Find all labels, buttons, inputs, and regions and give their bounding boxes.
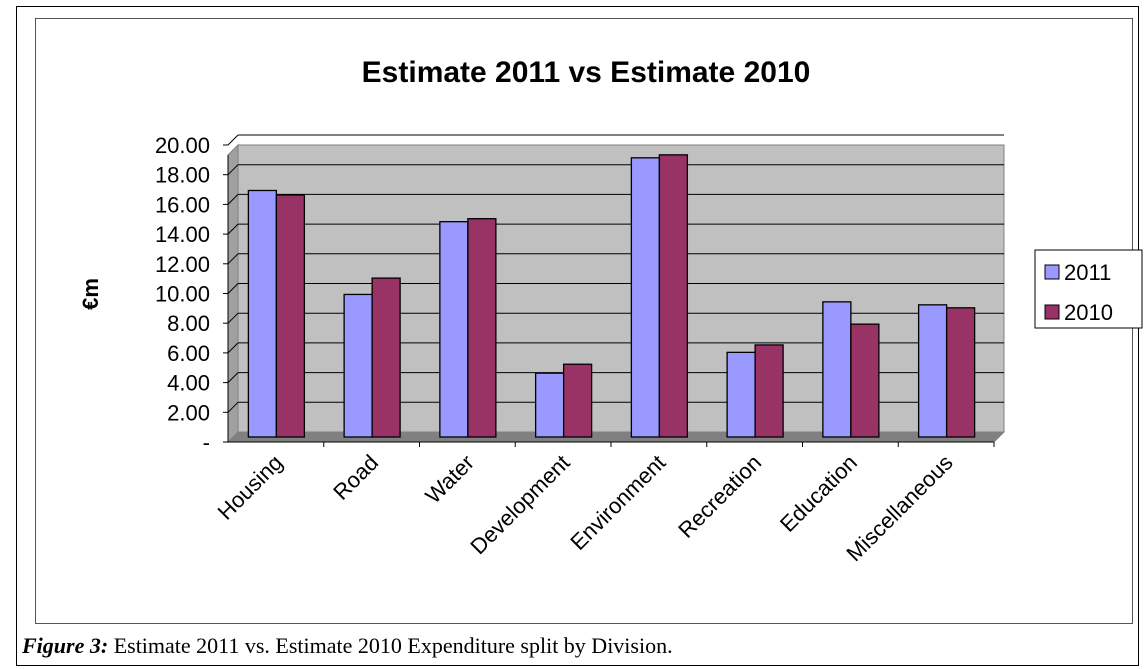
legend-label-2010: 2010 [1064, 300, 1113, 325]
caption-text: Estimate 2011 vs. Estimate 2010 Expendit… [113, 633, 673, 658]
gridline-diagonal [227, 283, 239, 294]
x-tick-label: Road [328, 450, 383, 505]
y-tick-label: 20.00 [155, 133, 210, 158]
gridline-diagonal [227, 164, 239, 176]
legend-swatch-2010 [1044, 304, 1060, 320]
bar-2010-housing [275, 194, 306, 438]
bar-2011-development [534, 372, 565, 438]
x-tick-label: Development [465, 450, 574, 559]
bar-2011-water [439, 221, 469, 438]
y-tick-label: 10.00 [155, 282, 210, 307]
x-tick-label: Housing [213, 450, 288, 525]
gridline-diagonal [227, 134, 239, 146]
y-tick-label: 8.00 [167, 311, 210, 336]
gridline-diagonal [227, 372, 239, 383]
x-tick-label: Education [775, 450, 862, 537]
bar-2011-recreation [726, 351, 756, 438]
y-tick-label: 12.00 [155, 252, 210, 277]
bar-2010-recreation [754, 344, 784, 438]
legend-label-2011: 2011 [1064, 260, 1111, 285]
y-tick-label: 4.00 [167, 371, 210, 396]
x-tick-label: Water [420, 450, 479, 509]
figure-caption: Figure 3: Estimate 2011 vs. Estimate 201… [22, 633, 673, 659]
y-tick-label: 16.00 [155, 192, 210, 217]
gridline-diagonal [227, 342, 239, 354]
bar-2010-development [562, 363, 593, 438]
plot-area: - 2.00 4.00 6.00 8.00 10.00 12.00 14.00 16.00 18.… [155, 133, 1006, 566]
gridline-diagonal [227, 253, 239, 265]
caption-label: Figure 3: [22, 633, 109, 658]
y-tick-label: 2.00 [167, 400, 210, 425]
bar-2011-environment [630, 157, 661, 438]
y-tick-label: - [203, 430, 210, 455]
gridline-diagonal [227, 194, 239, 205]
chart-title: Estimate 2011 vs Estimate 2010 [362, 56, 811, 89]
bar-2011-housing [247, 189, 278, 438]
bar-2010-environment [658, 154, 689, 438]
legend-swatch-2011 [1044, 264, 1060, 280]
bar-2011-miscellaneous [917, 304, 948, 438]
bar-2010-road [371, 277, 401, 438]
y-tick-label: 18.00 [155, 163, 210, 188]
x-tick-label: Environment [565, 450, 670, 555]
bar-2010-miscellaneous [945, 307, 976, 438]
x-tick-label: Recreation [673, 450, 766, 543]
bar-2010-education [850, 323, 880, 438]
y-tick-label: 14.00 [155, 222, 210, 247]
bar-2011-road [343, 293, 373, 438]
gridline-diagonal [227, 312, 239, 324]
plot-side-wall [227, 143, 239, 444]
legend: 2011 2010 [1034, 249, 1143, 329]
y-axis-label: €m [78, 278, 103, 310]
gridline-diagonal [227, 401, 239, 413]
bar-2011-education [822, 301, 852, 438]
gridline-diagonal [227, 223, 239, 235]
y-tick-label: 6.00 [167, 341, 210, 366]
bar-2010-water [467, 218, 497, 438]
